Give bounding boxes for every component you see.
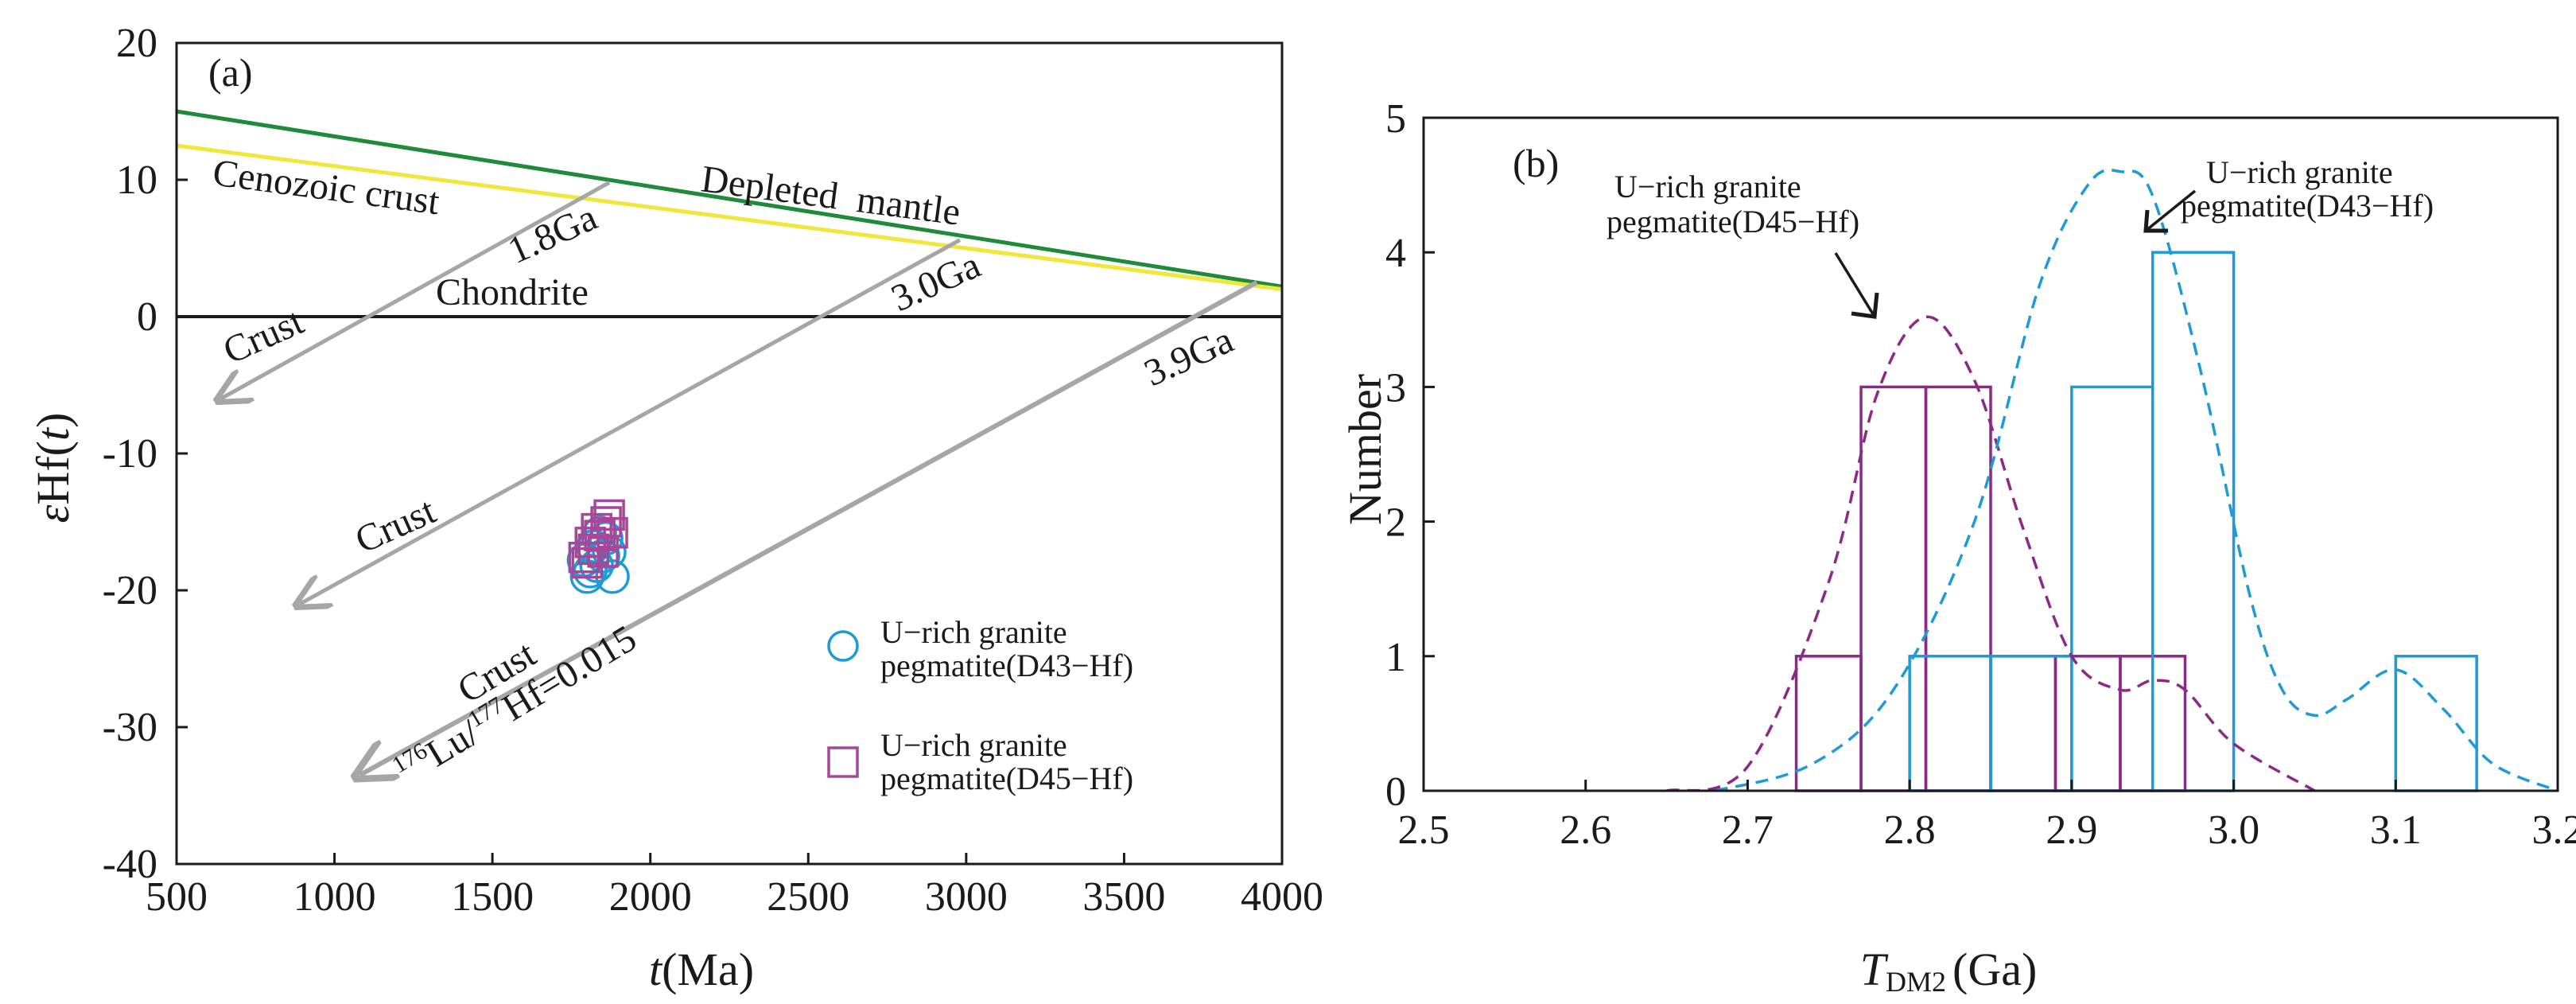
panel-b-x-axis-label: TDM2 (Ga) <box>1860 944 2038 998</box>
reference-line-depleted-mantle <box>176 109 1283 289</box>
data-point-square-d45 <box>590 506 622 538</box>
density-curve-d45 <box>1666 315 2316 792</box>
y-tick-label: 4 <box>1385 231 1406 276</box>
annotation-d45-line1: U−rich granite <box>1614 169 1801 204</box>
histogram-bar-d43 <box>1989 655 2073 792</box>
x-tick-label: 2000 <box>609 874 692 920</box>
y-tick-label: -20 <box>103 568 157 613</box>
x-tick-label: 3000 <box>925 874 1008 920</box>
x-tick-label: 2.6 <box>1560 807 1611 853</box>
x-tick-label: 3500 <box>1082 874 1165 920</box>
histogram-bar-d45 <box>1794 655 1863 792</box>
y-tick-label: -10 <box>103 431 157 477</box>
histogram-bar-d45 <box>1924 385 1992 792</box>
histogram-bar-d45 <box>1859 385 1928 792</box>
x-tick-label: 2500 <box>767 874 849 920</box>
y-tick-label: -40 <box>103 842 157 887</box>
panel-b-axis-ticks: 2.5 2.6 2.7 2.8 2.9 3.0 3.1 3.2 0 1 2 3 4 5 <box>1385 96 2576 853</box>
legend-label-d43-line2: pegmatite(D43−Hf) <box>880 648 1133 683</box>
annotation-d45: U−rich granite pegmatite(D45−Hf) <box>1607 169 1879 319</box>
legend-label-d45-line2: pegmatite(D45−Hf) <box>880 761 1133 796</box>
crust-evolution-arrow <box>221 181 611 399</box>
legend-label-d45-line1: U−rich granite <box>880 727 1067 763</box>
annotation-d45-arrow <box>1834 252 1876 317</box>
data-point-square-d45 <box>568 541 600 574</box>
histogram-bars <box>1794 251 2478 792</box>
y-tick-label: 2 <box>1385 500 1406 546</box>
x-tick-label: 2.7 <box>1722 807 1774 853</box>
panel-b-plot-frame <box>1422 116 2559 792</box>
y-tick-label: 5 <box>1385 96 1406 142</box>
data-point-square-d45 <box>587 536 619 568</box>
x-tick-label: 3.2 <box>2532 807 2576 853</box>
x-tick-label: 3.0 <box>2208 807 2259 853</box>
reference-line-cenozoic-crust <box>176 143 1283 292</box>
depleted-mantle-label: Depleted mantle <box>699 158 963 233</box>
panel-a-isotope-plot: 500 1000 1500 2000 2500 3000 3500 4000 -40 -30 -20… <box>27 21 1323 995</box>
x-tick-label: 1000 <box>293 874 376 920</box>
legend-marker-d45 <box>827 746 859 778</box>
crust-evolution-arrow <box>300 238 962 605</box>
annotation-d43-arrow <box>2144 189 2197 232</box>
panel-a-label: (a) <box>208 50 253 95</box>
chondrite-label: Chondrite <box>436 271 589 313</box>
data-point-square-d45 <box>596 517 628 549</box>
histogram-bar-d43 <box>1908 655 1992 792</box>
legend-marker-d43 <box>827 630 859 662</box>
legend-label-d43-line1: U−rich granite <box>880 614 1067 650</box>
histogram-bar-d45 <box>1989 655 2057 792</box>
crust-evolution-arrows <box>221 181 1258 775</box>
x-tick-label: 1500 <box>451 874 534 920</box>
histogram-bar-d43 <box>2070 385 2154 792</box>
panel-b-label: (b) <box>1513 141 1559 185</box>
annotation-d43-arrowhead <box>2143 209 2168 233</box>
density-curves <box>1666 168 2559 792</box>
panel-b-y-axis-label: Number <box>1339 374 1391 525</box>
x-tick-label: 3.1 <box>2370 807 2422 853</box>
crust-evolution-arrow <box>359 280 1258 775</box>
y-tick-label: 1 <box>1385 635 1406 680</box>
histogram-bar-d43 <box>2394 655 2478 792</box>
annotation-d43-line1: U−rich granite <box>2206 154 2393 190</box>
crust-label-1: Crust <box>217 300 310 372</box>
y-tick-label: 20 <box>116 21 157 66</box>
histogram-bar-d43 <box>2151 251 2236 792</box>
density-curve-d43 <box>1715 168 2559 792</box>
annotation-d45-line2: pegmatite(D45−Hf) <box>1607 204 1859 239</box>
data-points <box>566 499 630 594</box>
panel-a-y-axis-label: εHf(t) <box>27 413 79 523</box>
annotation-d43-line2: pegmatite(D43−Hf) <box>2181 188 2434 224</box>
panel-a-axis-ticks: 500 1000 1500 2000 2500 3000 3500 4000 -40 -30 -20… <box>103 21 1323 920</box>
y-tick-label: 0 <box>1385 769 1406 815</box>
y-tick-label: -30 <box>103 705 157 750</box>
cenozoic-crust-label: Cenozoic crust <box>211 151 443 223</box>
x-tick-label: 2.5 <box>1398 807 1450 853</box>
x-tick-label: 500 <box>146 874 208 920</box>
annotation-d45-arrowhead <box>1851 292 1879 319</box>
panel-a-x-axis-label: t(Ma) <box>649 944 754 995</box>
panel-b-histogram: 2.5 2.6 2.7 2.8 2.9 3.0 3.1 3.2 0 1 2 3 4 5 (b) U−ric… <box>1339 96 2576 998</box>
annotation-d43: U−rich granite pegmatite(D43−Hf) <box>2143 154 2434 233</box>
x-tick-label: 2.8 <box>1884 807 1936 853</box>
x-tick-label: 4000 <box>1241 874 1323 920</box>
reference-lines <box>176 109 1283 318</box>
y-tick-label: 0 <box>137 294 157 340</box>
legend: U−rich granite pegmatite(D43−Hf) U−rich … <box>827 614 1133 796</box>
x-tick-label: 2.9 <box>2046 807 2097 853</box>
age-label-3-9ga: 3.9Ga <box>1138 318 1239 395</box>
y-tick-label: 10 <box>116 158 157 203</box>
age-label-1-8ga: 1.8Ga <box>502 196 603 272</box>
y-tick-label: 3 <box>1385 365 1406 411</box>
